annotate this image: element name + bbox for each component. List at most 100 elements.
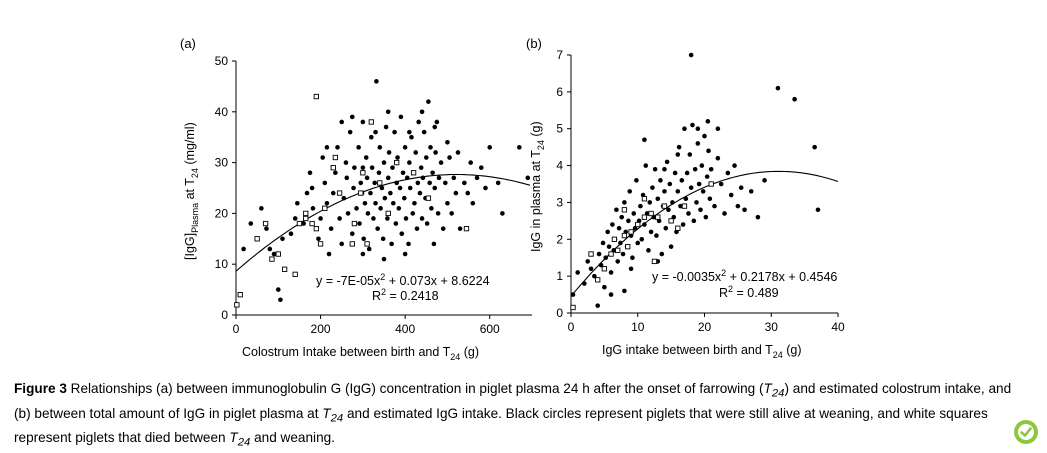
panel-a-died-piglet-point — [425, 195, 432, 201]
panel-a-alive-piglet-point — [335, 145, 340, 150]
panel-b-alive-piglet-point — [663, 225, 669, 231]
panel-b-alive-piglet-point — [678, 203, 683, 209]
panel-b-alive-piglet-point — [725, 170, 731, 176]
panel-a-alive-piglet-point — [418, 165, 424, 170]
panel-a-alive-piglet-point — [420, 175, 426, 181]
panel-a-died-piglet-point — [368, 119, 374, 125]
panel-a-alive-piglet-point — [393, 221, 399, 226]
panel-b-alive-piglet-point — [602, 284, 607, 290]
panel-b-alive-piglet-point — [606, 244, 612, 249]
panel-b-alive-piglet-point — [659, 251, 665, 257]
panel-a-alive-piglet-point — [434, 119, 440, 125]
panel-b-alive-piglet-point — [570, 292, 576, 297]
panel-b-alive-piglet-point — [603, 255, 609, 261]
panel-a-label: (a) — [180, 36, 196, 51]
panel-a-alive-piglet-point — [354, 206, 359, 211]
panel-a-died-piglet-point — [358, 190, 364, 196]
panel-a-alive-piglet-point — [322, 180, 328, 186]
panel-b-alive-piglet-point — [670, 200, 675, 205]
panel-b-died-piglet-point — [595, 277, 601, 283]
panel-b-x-tick-label: 0 — [568, 320, 575, 334]
panel-a-alive-piglet-point — [267, 246, 273, 252]
panel-b-alive-piglet-point — [680, 222, 686, 227]
panel-a-alive-piglet-point — [445, 200, 450, 206]
panel-a-alive-piglet-point — [385, 175, 391, 181]
panel-a-alive-piglet-point — [438, 160, 444, 165]
panel-b-alive-piglet-point — [705, 119, 711, 124]
panel-a-alive-piglet-point — [339, 241, 345, 247]
panel-a-x-tick-label: 200 — [311, 322, 331, 336]
panel-a-alive-piglet-point — [374, 79, 379, 84]
panel-b-died-piglet-point — [621, 207, 628, 213]
panel-a-y-tick-label: 20 — [215, 206, 229, 220]
panel-b-y-tick-label: 6 — [556, 85, 563, 99]
panel-b-alive-piglet-point — [700, 189, 706, 194]
panel-a-alive-piglet-point — [397, 185, 403, 191]
panel-a-alive-piglet-point — [470, 200, 476, 206]
panel-b-alive-piglet-point — [610, 222, 615, 227]
panel-a-alive-piglet-point — [373, 200, 378, 206]
panel-a-died-piglet-point — [313, 93, 319, 100]
panel-a-alive-piglet-point — [447, 155, 452, 160]
panel-a-axes: 0 10 20 30 40 50 0 200 400 600 — [215, 54, 532, 336]
panel-b-alive-piglet-point — [696, 181, 702, 187]
check-badge-icon — [1014, 420, 1038, 444]
panel-a-y-tick-label: 50 — [215, 54, 229, 68]
panel-b-died-piglet-point — [570, 304, 576, 311]
panel-a-alive-piglet-point — [333, 170, 338, 176]
panel-a-alive-piglet-point — [415, 180, 421, 186]
panel-b-died-piglet-point — [641, 196, 648, 202]
panel-a-alive-piglet-point — [402, 145, 408, 150]
panel-b-alive-piglet-point — [605, 229, 611, 235]
panel-b-alive-piglet-point — [694, 200, 699, 205]
panel-a-alive-piglet-point — [419, 109, 425, 115]
panel-b-alive-piglet-point — [630, 255, 635, 261]
panel-a-x-tick-label: 600 — [480, 322, 500, 336]
panel-b-alive-piglet-point — [735, 203, 741, 209]
panel-a-x-tick-label: 400 — [395, 322, 415, 336]
panel-a-alive-piglet-point — [328, 226, 334, 231]
panel-b-alive-piglet-point — [626, 218, 631, 224]
panel-a-alive-piglet-point — [351, 185, 356, 191]
panel-a-alive-piglet-point — [382, 195, 388, 201]
panel-b-alive-piglet-point — [755, 214, 761, 220]
panel-a-died-piglet-point — [292, 271, 298, 278]
panel-a-alive-piglet-point — [278, 297, 283, 303]
panel-a-alive-piglet-point — [264, 226, 269, 231]
panel-b-alive-piglet-point — [688, 185, 694, 190]
panel-a-alive-piglet-point — [375, 226, 380, 231]
panel-b-alive-piglet-point — [762, 178, 767, 183]
panel-a-alive-piglet-point — [388, 190, 393, 196]
panel-a-alive-piglet-point — [241, 246, 246, 252]
panel-b-y-tick-label: 2 — [556, 232, 563, 246]
panel-b-alive-piglet-point — [627, 189, 633, 194]
panel-b-alive-piglet-point — [732, 163, 737, 168]
panel-b-alive-piglet-point — [668, 244, 674, 249]
panel-a-alive-piglet-point — [379, 185, 385, 191]
panel-b-alive-piglet-point — [666, 207, 671, 213]
panel-b-alive-piglet-point — [728, 192, 734, 198]
panel-a-alive-piglet-point — [440, 226, 446, 231]
panel-a-alive-piglet-point — [385, 109, 391, 115]
panel-a-alive-piglet-point — [337, 216, 342, 221]
panel-b-alive-piglet-point — [687, 152, 693, 157]
panel-a-alive-piglet-point — [395, 155, 400, 160]
panel-b-alive-piglet-point — [699, 163, 705, 168]
panel-a-alive-piglet-point — [465, 190, 471, 196]
panel-b-y-tick-label: 7 — [556, 48, 563, 62]
panel-b: (b) 0 1 2 3 4 5 6 7 0 10 20 30 40 y = -0.0035x2 + 0.… — [526, 36, 845, 360]
panel-a-died-piglet-point — [330, 165, 336, 171]
panel-a-alive-piglet-point — [288, 231, 294, 237]
panel-a-alive-piglet-point — [318, 216, 323, 221]
panel-b-died-piglet-point — [708, 181, 714, 187]
panel-b-alive-piglet-point — [652, 166, 658, 172]
panel-a-alive-piglet-point — [390, 165, 395, 170]
panel-a-alive-piglet-point — [360, 119, 366, 125]
panel-a-y-axis-label: [IgG]Plasma at T24 (mg/ml) — [183, 122, 200, 260]
panel-a-alive-piglet-point — [449, 211, 454, 216]
panel-a-alive-piglet-point — [376, 170, 382, 176]
panel-b-alive-piglet-point — [683, 196, 689, 202]
panel-b-alive-piglet-point — [692, 166, 698, 172]
panel-b-alive-piglet-point — [600, 240, 606, 246]
panel-a-alive-piglet-point — [525, 175, 531, 181]
